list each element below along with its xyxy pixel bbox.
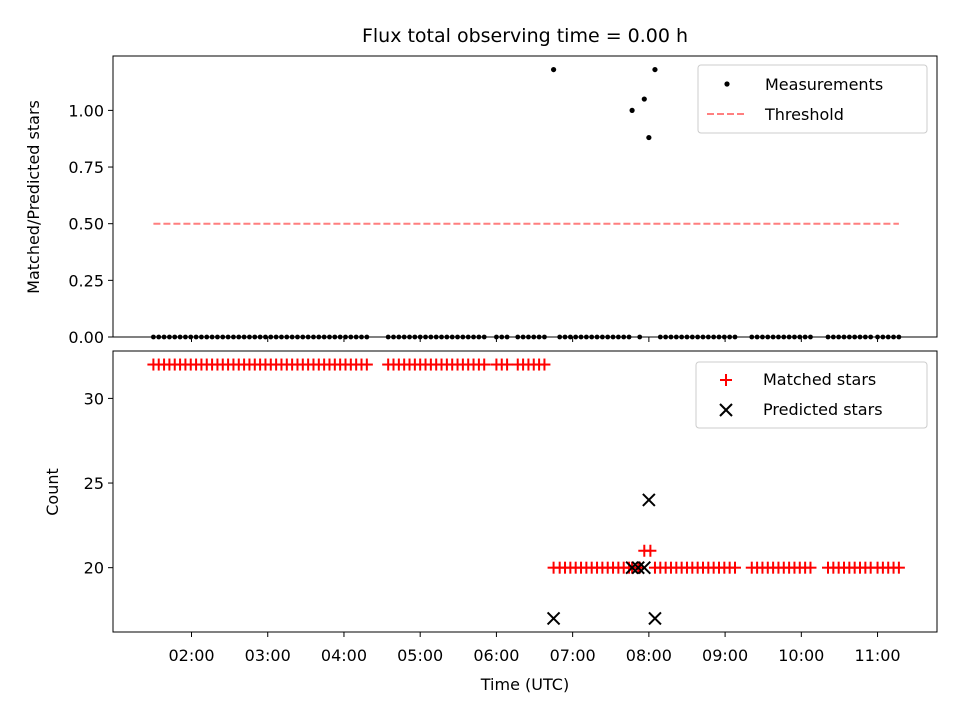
y-tick-label: 20: [84, 559, 104, 578]
y-tick-label: 0.00: [68, 328, 104, 347]
matched-star-marker: [729, 561, 742, 574]
x-tick-label: 11:00: [854, 646, 900, 665]
x-tick-label: 04:00: [321, 646, 367, 665]
top-panel: 0.00 0.25 0.50 0.75 1.00 Matched/Predicted s…: [24, 55, 938, 347]
x-tick-label: 07:00: [550, 646, 596, 665]
measurement-point: [550, 66, 557, 73]
y-tick-label: 0.50: [68, 215, 104, 234]
y-tick-label: 25: [84, 474, 104, 493]
matched-star-marker: [360, 358, 373, 371]
legend-threshold-label: Threshold: [764, 105, 844, 124]
bottom-y-ticks: 20 25 30: [84, 389, 113, 578]
bottom-y-axis-label: Count: [43, 468, 62, 516]
matched-star-marker: [501, 358, 514, 371]
top-legend: Measurements Threshold: [697, 64, 928, 134]
top-y-ticks: 0.00 0.25 0.50 0.75 1.00: [68, 101, 113, 347]
x-tick-label: 05:00: [397, 646, 443, 665]
x-tick-label: 03:00: [245, 646, 291, 665]
predicted-star-marker: [648, 611, 662, 626]
legend-measurements-marker: [724, 81, 730, 87]
y-tick-label: 30: [84, 389, 104, 408]
x-tick-label: 02:00: [168, 646, 214, 665]
matched-star-marker: [644, 544, 657, 557]
measurement-point: [641, 96, 647, 102]
top-x-ticks: [191, 337, 879, 342]
bottom-x-ticks: 02:00 03:00 04:00 05:00 06:00 07:00 08:00 09:00…: [168, 632, 901, 665]
chart-title: Flux total observing time = 0.00 h: [362, 25, 688, 47]
predicted-star-marker: [625, 560, 639, 575]
legend-predicted-marker: [719, 403, 733, 417]
x-tick-label: 08:00: [626, 646, 672, 665]
measurement-point: [629, 107, 635, 113]
predicted-star-marker: [546, 611, 561, 626]
y-tick-label: 0.25: [68, 271, 104, 290]
matched-star-marker: [892, 561, 905, 574]
top-axes-frame: [112, 55, 938, 338]
y-tick-label: 1.00: [68, 101, 104, 120]
bottom-panel: 20 25 30 02:00 03:00 04:00 05:00 06:00 07:00 08:…: [43, 350, 938, 694]
predicted-star-marker: [637, 560, 652, 575]
predicted-star-marker: [642, 493, 656, 507]
y-tick-label: 0.75: [68, 158, 104, 177]
predicted-star-marker: [631, 560, 645, 575]
legend-matched-marker: [720, 374, 732, 386]
legend-matched-label: Matched stars: [763, 370, 876, 389]
measurement-point: [646, 134, 652, 141]
bottom-marks: [147, 358, 905, 626]
x-tick-label: 06:00: [473, 646, 519, 665]
x-tick-label: 09:00: [702, 646, 748, 665]
measurement-point: [652, 66, 658, 73]
legend-predicted-label: Predicted stars: [763, 400, 883, 419]
top-y-axis-label: Matched/Predicted stars: [24, 100, 43, 294]
matched-star-marker: [804, 561, 817, 574]
bottom-axes-frame: [112, 350, 938, 633]
x-tick-label: 10:00: [778, 646, 824, 665]
x-axis-label: Time (UTC): [480, 675, 569, 694]
top-legend-box: [697, 64, 928, 134]
bottom-legend-box: [695, 361, 928, 429]
matched-star-marker: [538, 358, 551, 371]
bottom-legend: Matched stars Predicted stars: [695, 361, 928, 429]
matched-star-marker: [478, 358, 491, 371]
legend-measurements-label: Measurements: [765, 75, 883, 94]
